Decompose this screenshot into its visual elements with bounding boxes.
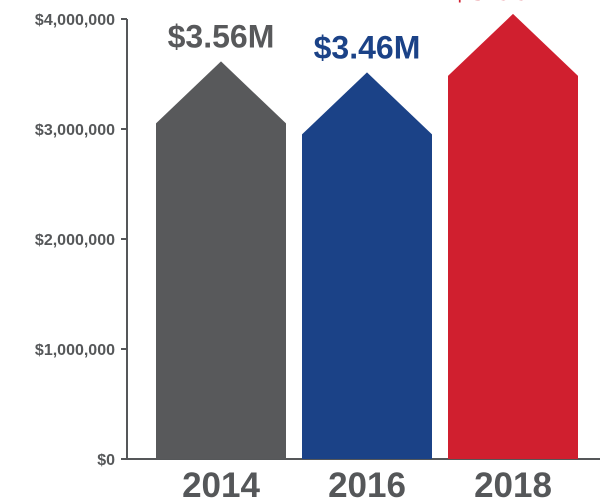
x-category-label: 2016 xyxy=(328,466,406,504)
bar-2018 xyxy=(448,13,578,459)
data-label-2014: $3.56M xyxy=(168,18,275,54)
y-tick-label: $1,000,000 xyxy=(35,342,115,359)
x-category-label: 2018 xyxy=(474,466,552,504)
y-tick-label: $3,000,000 xyxy=(35,122,115,139)
y-axis-ticks: $0 $1,000,000 $2,000,000 $3,000,000 $4,000,0… xyxy=(35,12,127,469)
y-tick-label: $0 xyxy=(97,452,115,469)
bars xyxy=(156,13,578,460)
x-category-label: 2014 xyxy=(182,466,260,504)
data-label-2016: $3.46M xyxy=(314,29,421,65)
y-tick-label: $2,000,000 xyxy=(35,232,115,249)
x-axis-categories: 2014 2016 2018 xyxy=(182,466,552,504)
bar-2016 xyxy=(302,72,432,460)
data-label-2018: $3.992M xyxy=(451,0,576,7)
bar-2014 xyxy=(156,61,286,460)
y-tick-label: $4,000,000 xyxy=(35,12,115,29)
data-labels: $3.56M $3.46M $3.992M xyxy=(168,0,576,65)
